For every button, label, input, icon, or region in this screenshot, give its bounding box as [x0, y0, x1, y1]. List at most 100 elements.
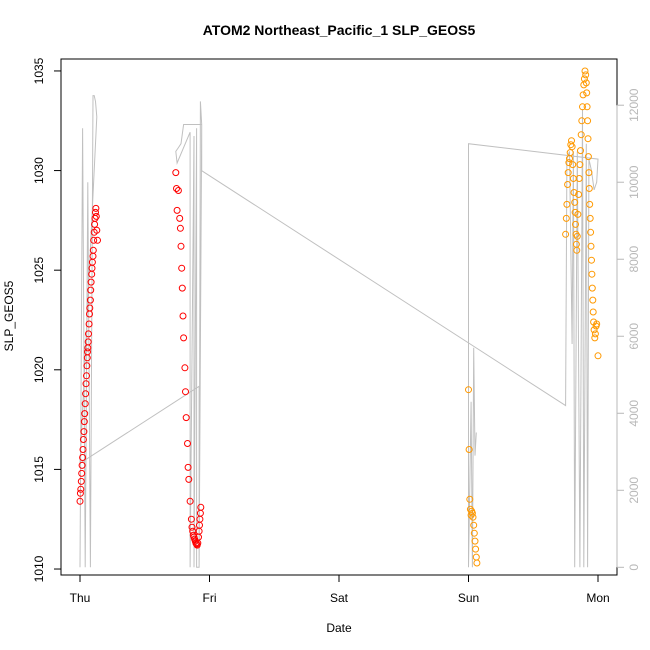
data-point-red: [184, 463, 192, 471]
data-point-orange: [564, 169, 572, 177]
data-point-red: [178, 284, 186, 292]
data-point-orange: [573, 232, 581, 240]
data-point-orange: [467, 511, 475, 519]
data-point-red: [86, 304, 94, 312]
y-tick-label: 1025: [32, 257, 46, 284]
data-point-red: [76, 489, 84, 497]
data-point-red: [92, 212, 100, 220]
data-point-red: [79, 436, 87, 443]
data-point-orange: [588, 284, 596, 292]
data-point-red: [76, 497, 84, 505]
x-tick-label: Mon: [586, 591, 609, 605]
points-layer: [76, 67, 602, 567]
y2-tick-label: 2000: [627, 477, 641, 504]
data-point-red: [77, 477, 85, 485]
data-point-red: [89, 246, 97, 254]
data-point-orange: [581, 67, 589, 75]
data-point-orange: [565, 159, 573, 167]
data-point-red: [78, 461, 86, 469]
data-point-red: [82, 390, 90, 398]
data-point-red: [83, 372, 90, 380]
x-tick-label: Thu: [70, 591, 91, 605]
data-point-orange: [572, 220, 579, 228]
data-point-orange: [584, 135, 592, 143]
chart-title: ATOM2 Northeast_Pacific_1 SLP_GEOS5: [203, 22, 476, 38]
data-point-orange: [593, 320, 601, 328]
x-axis: Thu Fri Sat Sun Mon: [70, 574, 610, 605]
y-tick-label: 1030: [32, 157, 46, 184]
data-point-orange: [588, 256, 595, 264]
data-point-orange: [587, 242, 595, 250]
data-point-orange: [472, 553, 480, 561]
data-point-orange: [583, 89, 591, 97]
data-point-red: [82, 380, 90, 388]
data-point-orange: [588, 270, 596, 278]
x-axis-label: Date: [326, 621, 352, 635]
data-point-red: [78, 469, 86, 477]
data-point-orange: [472, 545, 480, 553]
data-point-orange: [470, 521, 478, 529]
data-point-red: [89, 252, 97, 260]
y2-tick-label: 0: [627, 564, 641, 571]
data-point-red: [87, 278, 95, 286]
data-point-red: [196, 515, 204, 523]
data-point-orange: [466, 495, 474, 503]
data-point-red: [172, 169, 180, 177]
data-point-orange: [571, 198, 579, 206]
data-point-red: [85, 330, 92, 338]
data-point-red: [173, 206, 181, 214]
data-point-red: [192, 539, 200, 547]
data-point-red: [181, 364, 189, 372]
data-point-red: [184, 440, 191, 447]
data-point-orange: [465, 446, 473, 453]
data-point-orange: [587, 228, 595, 236]
data-point-red: [90, 236, 98, 244]
data-point-orange: [591, 330, 599, 338]
data-point-red: [85, 320, 93, 328]
data-point-orange: [570, 189, 578, 196]
data-point-red: [83, 362, 91, 370]
data-point-red: [94, 236, 101, 244]
y-tick-label: 1015: [32, 456, 46, 483]
y-tick-label: 1020: [32, 356, 46, 383]
data-point-orange: [574, 210, 582, 218]
data-point-red: [81, 400, 89, 408]
y2-tick-label: 8000: [627, 246, 641, 273]
data-point-red: [86, 296, 94, 304]
data-point-red: [84, 348, 91, 356]
data-point-orange: [564, 181, 572, 188]
data-point-red: [182, 414, 190, 422]
data-point-orange: [576, 161, 584, 169]
data-point-orange: [584, 153, 592, 161]
data-point-red: [79, 454, 87, 461]
data-point-red: [87, 286, 95, 294]
data-point-orange: [562, 214, 570, 222]
data-point-red: [176, 214, 184, 222]
x-tick-label: Sun: [458, 591, 479, 605]
data-point-orange: [585, 185, 593, 192]
data-point-orange: [586, 200, 594, 208]
data-point-orange: [473, 559, 481, 567]
data-point-orange: [582, 71, 590, 79]
data-point-orange: [575, 191, 583, 198]
data-point-orange: [577, 147, 584, 155]
data-point-orange: [590, 326, 598, 334]
data-point-orange: [468, 509, 476, 517]
data-point-red: [179, 312, 187, 320]
data-point-red: [188, 523, 196, 531]
y2-tick-label: 12000: [627, 88, 641, 122]
data-point-orange: [585, 169, 593, 177]
data-point-orange: [471, 537, 479, 545]
x-tick-label: Fri: [203, 591, 217, 605]
data-point-orange: [579, 103, 586, 111]
y2-tick-label: 4000: [627, 400, 641, 427]
y2-axis: 0 2000 4000 6000 8000 10000 12000: [616, 88, 641, 571]
data-point-orange: [586, 214, 594, 222]
data-point-orange: [589, 296, 597, 304]
data-point-orange: [575, 175, 583, 182]
data-point-orange: [566, 149, 574, 157]
y-axis-label: SLP_GEOS5: [2, 280, 16, 351]
data-point-red: [79, 446, 87, 453]
data-point-red: [92, 208, 99, 216]
